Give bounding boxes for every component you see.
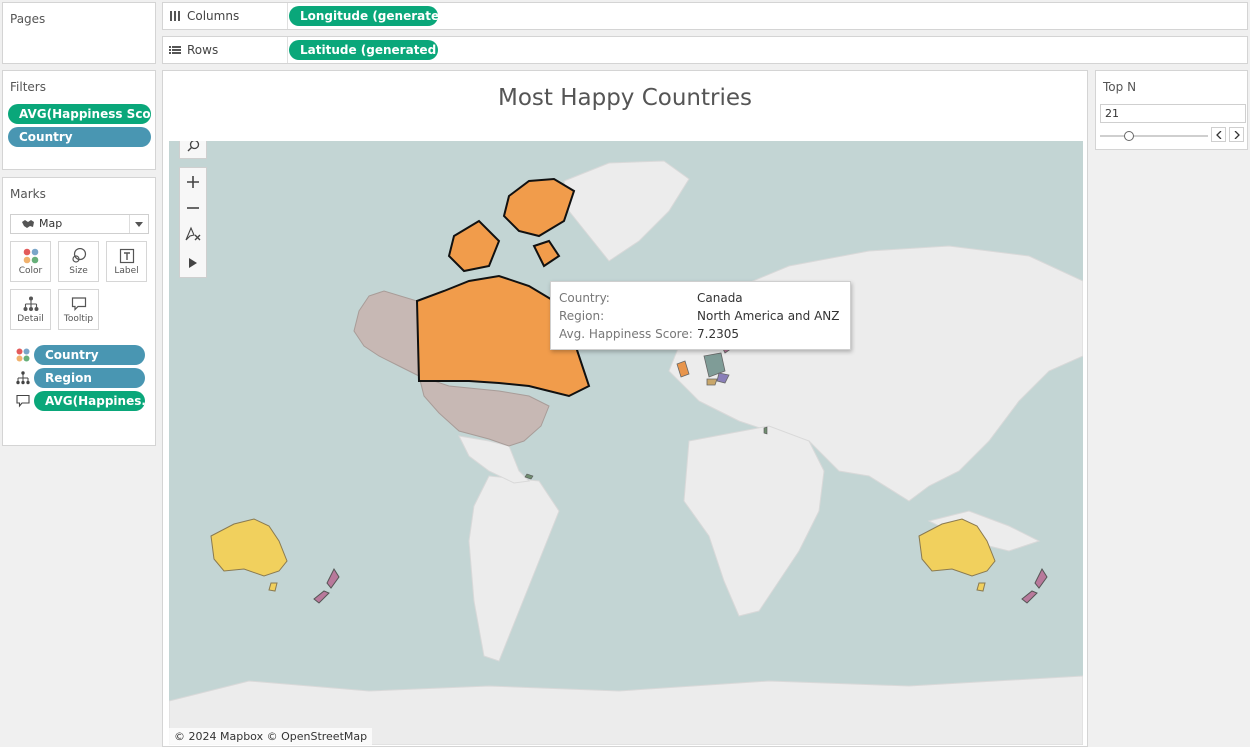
topn-input[interactable] [1100, 104, 1246, 123]
tooltip-region-value: North America and ANZ [697, 309, 840, 323]
mark-type-dropdown[interactable]: Map [10, 214, 149, 234]
world-map [169, 160, 1083, 745]
color-icon [23, 248, 38, 264]
view-title: Most Happy Countries [497, 85, 753, 111]
pages-title: Pages [10, 12, 46, 26]
map-icon [22, 220, 34, 228]
detail-icon [23, 296, 38, 311]
chevron-left-icon [1215, 130, 1221, 139]
topn-slider[interactable] [1100, 131, 1208, 141]
tooltip-icon [16, 394, 30, 408]
tooltip-icon [71, 297, 86, 311]
mark-type-label: Map [39, 217, 63, 230]
rows-label: Rows [187, 43, 219, 57]
chevron-down-icon [135, 222, 143, 227]
longitude-pill[interactable]: Longitude (generated) [289, 6, 438, 26]
color-button[interactable]: Color [10, 241, 51, 282]
pin-reset-icon [185, 226, 201, 241]
play-icon [189, 258, 197, 268]
plus-icon [187, 176, 199, 188]
detail-icon [16, 371, 30, 385]
tooltip-score-key: Avg. Happiness Score: [559, 327, 693, 341]
topn-prev-button[interactable] [1211, 127, 1226, 142]
map-search-control[interactable] [179, 141, 207, 159]
detail-button-label: Detail [17, 314, 44, 324]
marks-happiness-pill[interactable]: AVG(Happines.. [34, 391, 145, 411]
marks-country-pill[interactable]: Country [34, 345, 145, 365]
topn-title: Top N [1103, 80, 1137, 94]
tooltip-country-key: Country: [559, 291, 610, 305]
filter-country-pill[interactable]: Country [8, 127, 151, 147]
topn-slider-thumb[interactable] [1123, 131, 1134, 141]
label-button-label: Label [114, 266, 139, 276]
tooltip-country-value: Canada [697, 291, 743, 305]
filters-card[interactable]: Filters AVG(Happiness Sco.. Country [2, 70, 156, 170]
size-button[interactable]: Size [58, 241, 99, 282]
search-button[interactable] [180, 141, 206, 158]
color-icon [16, 348, 30, 362]
tooltip-button[interactable]: Tooltip [58, 289, 99, 330]
topn-card[interactable]: Top N [1095, 70, 1248, 150]
rows-icon [169, 46, 181, 54]
size-button-label: Size [69, 266, 88, 276]
marks-title: Marks [10, 187, 46, 201]
filter-happiness-pill[interactable]: AVG(Happiness Sco.. [8, 104, 151, 124]
topn-next-button[interactable] [1229, 127, 1244, 142]
zoom-out-button[interactable] [180, 195, 206, 221]
marks-region-pill[interactable]: Region [34, 368, 145, 388]
map-canvas[interactable]: © 2024 Mapbox © OpenStreetMap Country: C… [169, 141, 1083, 745]
size-icon [71, 248, 86, 263]
detail-button[interactable]: Detail [10, 289, 51, 330]
reset-map-button[interactable] [180, 221, 206, 247]
country-tooltip: Country: Canada Region: North America an… [550, 281, 851, 350]
tooltip-score-value: 7.2305 [697, 327, 739, 341]
tooltip-button-label: Tooltip [63, 314, 94, 324]
pages-card[interactable]: Pages [2, 2, 156, 64]
columns-icon [170, 11, 180, 21]
columns-label: Columns [187, 9, 240, 23]
chevron-right-icon [1234, 130, 1240, 139]
filters-title: Filters [10, 80, 46, 94]
search-icon [187, 141, 199, 151]
label-icon [119, 248, 134, 264]
minus-icon [187, 207, 199, 209]
zoom-in-button[interactable] [180, 169, 206, 195]
label-button[interactable]: Label [106, 241, 147, 282]
tooltip-region-key: Region: [559, 309, 605, 323]
color-button-label: Color [18, 266, 43, 276]
latitude-pill[interactable]: Latitude (generated) [289, 40, 438, 60]
marks-card[interactable]: Marks Map Color Size Label Detail Toolti… [2, 177, 156, 446]
map-zoom-controls[interactable] [179, 167, 207, 278]
map-attribution[interactable]: © 2024 Mapbox © OpenStreetMap [169, 728, 373, 745]
columns-shelf[interactable]: Columns Longitude (generated) [162, 2, 1248, 30]
rows-shelf[interactable]: Rows Latitude (generated) [162, 36, 1248, 64]
map-toolbar-expand-button[interactable] [180, 250, 206, 276]
view-area: Most Happy Countries [162, 70, 1088, 747]
